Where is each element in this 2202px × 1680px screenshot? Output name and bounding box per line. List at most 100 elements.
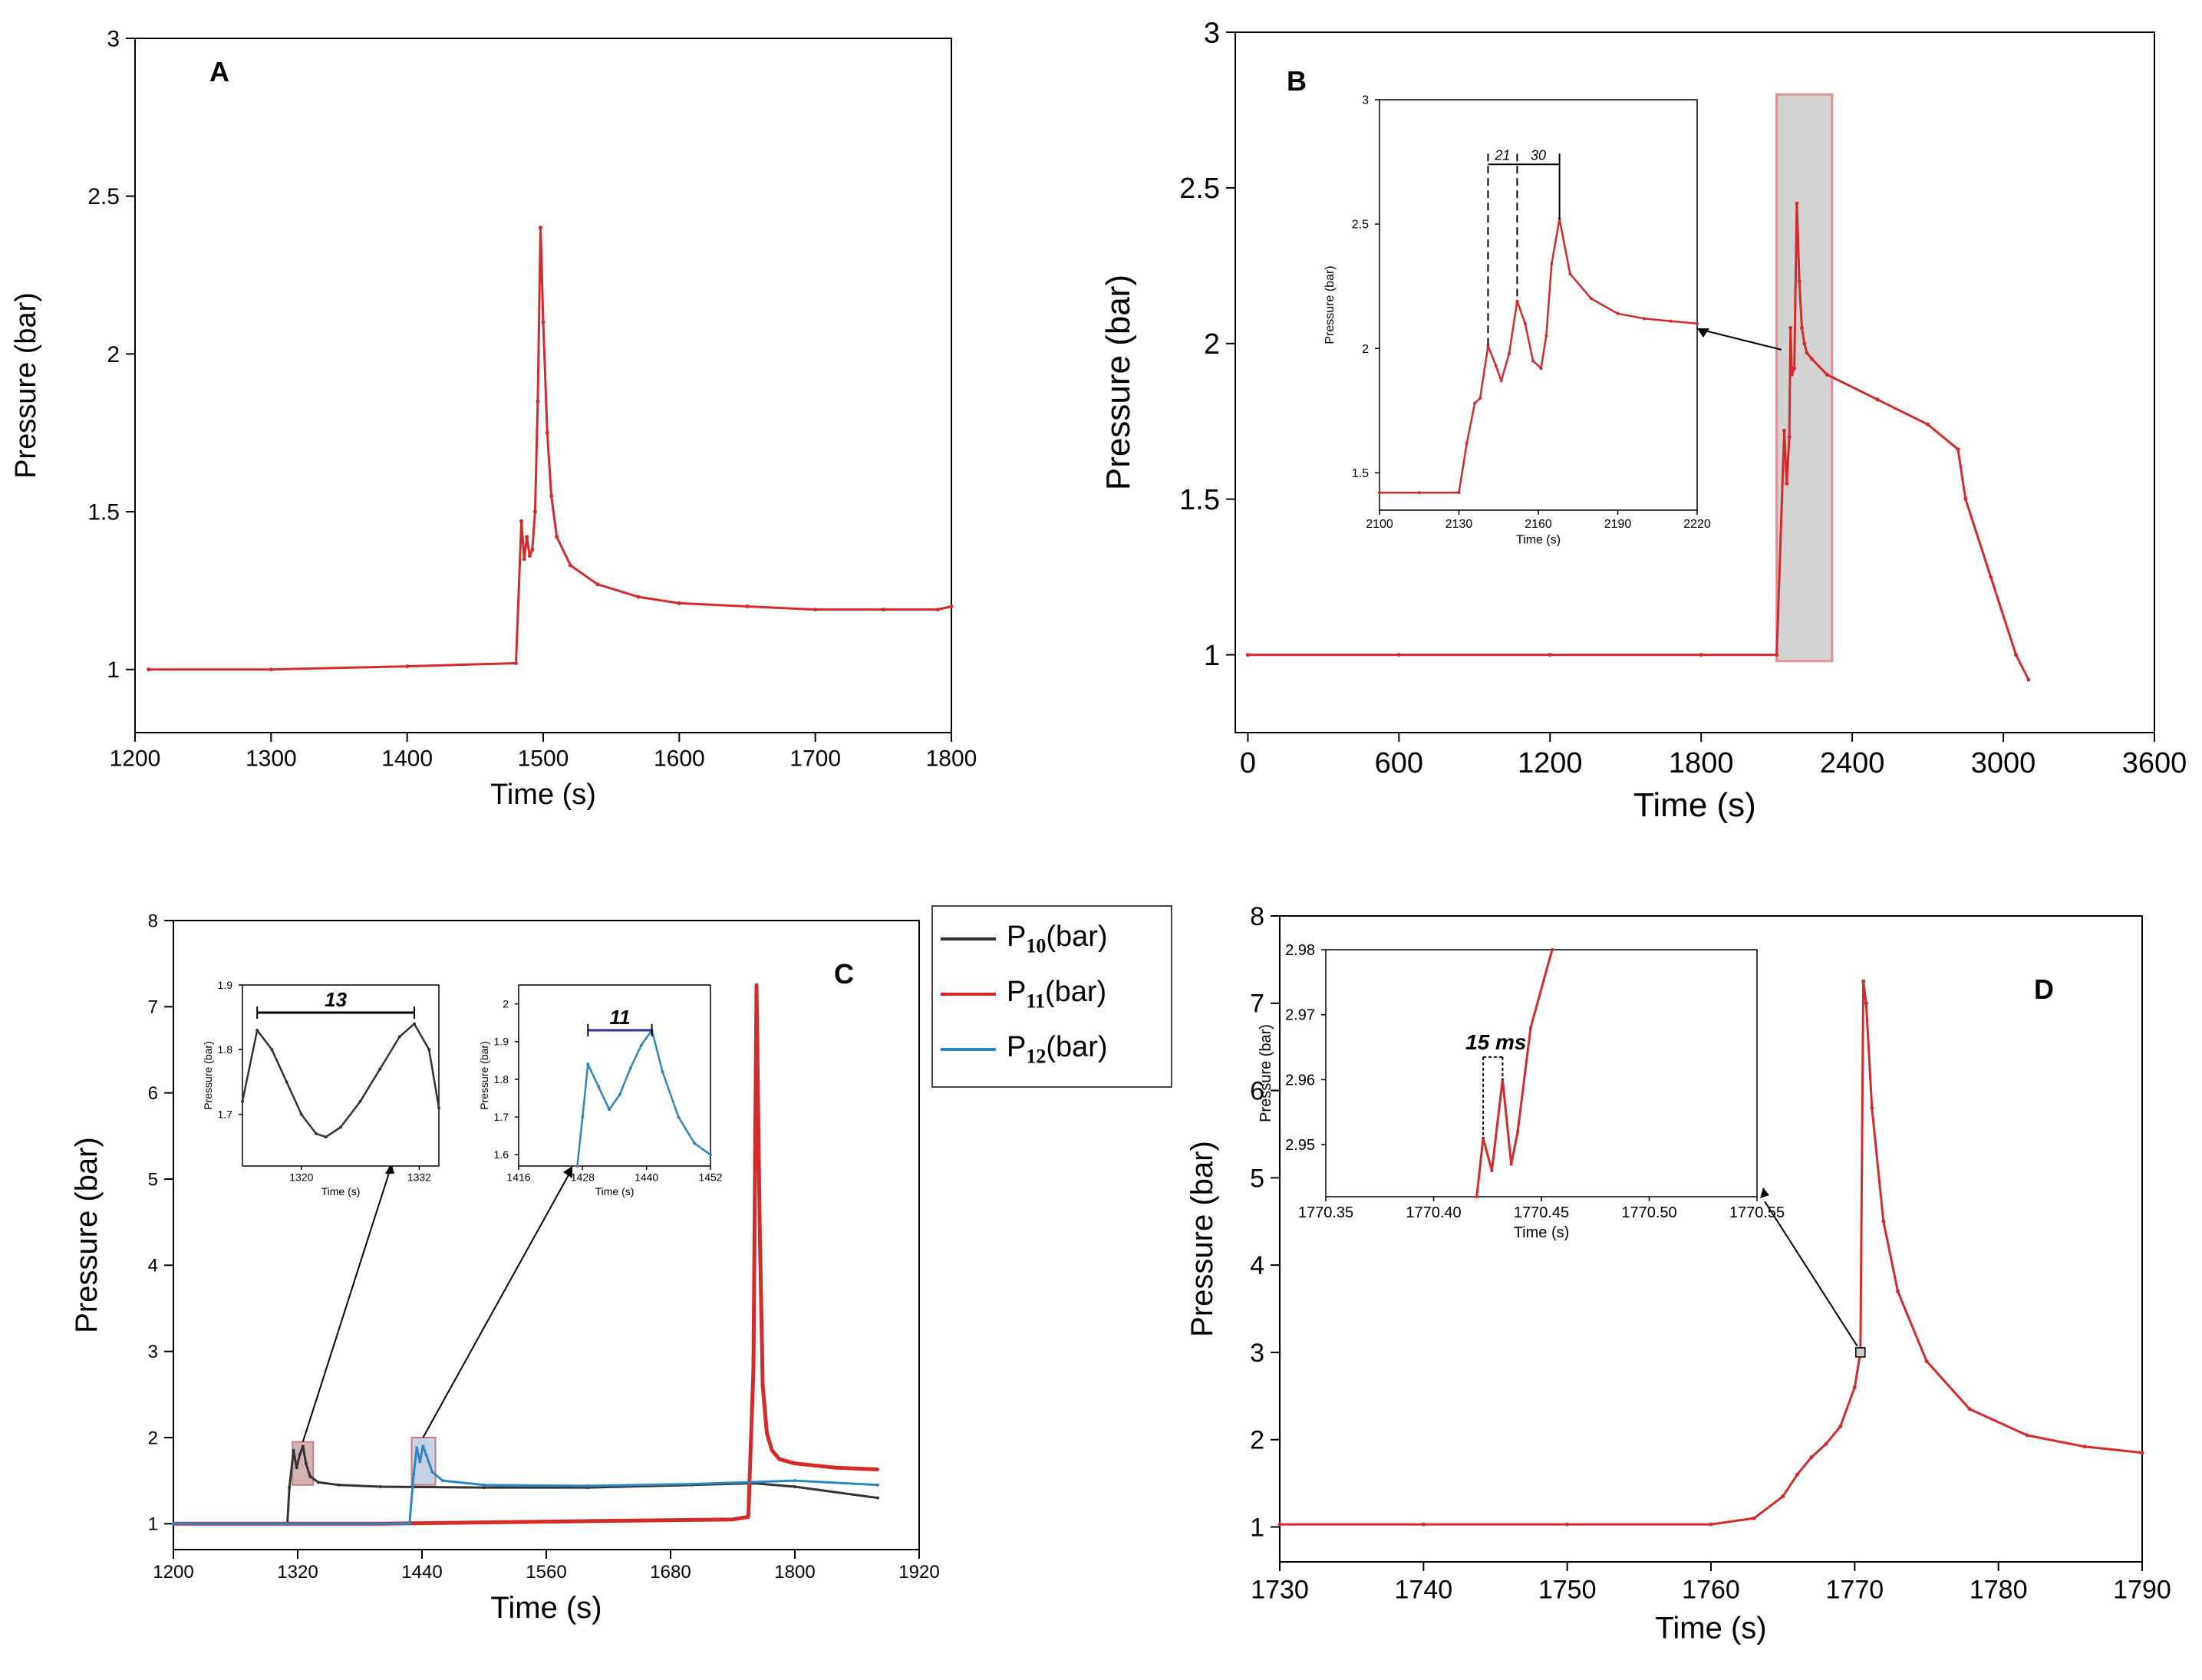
data-point: [761, 1384, 765, 1388]
data-point: [876, 1483, 879, 1487]
data-point: [1800, 326, 1804, 330]
data-point: [586, 1062, 590, 1066]
data-point: [522, 557, 526, 562]
data-point: [530, 547, 535, 552]
data-point: [1508, 351, 1511, 355]
data-point: [636, 595, 641, 599]
panel-label: A: [209, 56, 229, 87]
data-point: [755, 983, 758, 987]
data-point: [1789, 372, 1794, 377]
data-point: [483, 1486, 486, 1490]
x-tick-label: 1770.35: [1298, 1204, 1353, 1221]
y-tick-label: 2.95: [1285, 1137, 1315, 1154]
inset-series-line: [1475, 949, 1554, 1197]
legend-label-main: P: [1007, 920, 1027, 953]
y-tick-label: 2.97: [1285, 1007, 1315, 1024]
data-point: [1277, 1522, 1282, 1527]
data-point: [1752, 1516, 1756, 1520]
x-tick-label: 1750: [1538, 1576, 1597, 1605]
x-tick-label: 1440: [635, 1171, 658, 1184]
plot-frame: [134, 38, 952, 733]
data-point: [308, 1474, 312, 1478]
x-tick-label: 1760: [1682, 1576, 1740, 1605]
legend-item-p11: P11(bar): [941, 971, 1106, 1017]
data-point: [1810, 357, 1815, 361]
data-point: [693, 1141, 697, 1145]
data-point: [1669, 319, 1673, 323]
data-point: [1509, 1162, 1513, 1166]
data-point: [1956, 447, 1960, 452]
data-point: [1548, 653, 1552, 657]
data-point: [532, 509, 537, 514]
data-point: [299, 1112, 303, 1116]
y-tick-label: 2: [1250, 1426, 1264, 1455]
data-point: [412, 1472, 416, 1476]
x-tick-label: 1770.55: [1729, 1204, 1785, 1221]
data-point: [586, 1484, 589, 1487]
x-axis-label: Time (s): [1655, 1612, 1766, 1645]
highlight-box: [1775, 93, 1834, 663]
y-tick-label: 1.5: [1179, 484, 1220, 516]
x-tick-label: 2100: [1366, 518, 1393, 531]
data-point: [731, 1517, 734, 1521]
legend-label-suffix: (bar): [1044, 975, 1107, 1008]
data-point: [1838, 1425, 1843, 1429]
data-point: [241, 1099, 244, 1103]
data-point: [1875, 397, 1880, 402]
data-point: [1926, 422, 1930, 427]
x-tick-label: 1700: [789, 746, 841, 772]
x-tick-label: 1400: [381, 746, 433, 772]
inset-c-2: 1416 1428 1440 1452 1.6 1.7 1.8 1.9 2 Time (s) Pre…: [478, 984, 723, 1197]
data-point: [1924, 1359, 1929, 1363]
data-point: [935, 608, 940, 612]
y-tick-label: 2.5: [1179, 173, 1220, 205]
x-tick-label: 1770.45: [1514, 1204, 1569, 1221]
legend-swatch: [941, 993, 996, 996]
data-point: [1805, 351, 1809, 355]
data-point: [1550, 262, 1554, 265]
y-tick-label: 2.98: [1285, 942, 1315, 959]
x-tick-label: 1790: [2113, 1576, 2171, 1605]
x-axis-label: Time (s): [490, 779, 596, 811]
data-point: [519, 519, 524, 523]
legend-label-main: P: [1007, 1030, 1027, 1063]
x-tick-label: 1800: [774, 1562, 815, 1583]
data-point: [1792, 366, 1797, 371]
y-axis-label: Pressure (bar): [202, 1041, 214, 1109]
data-point: [1457, 491, 1461, 495]
plot-frame: [1379, 99, 1698, 511]
plot-frame: [518, 984, 711, 1167]
x-tick-label: 1920: [898, 1562, 939, 1583]
data-point: [949, 604, 954, 608]
data-point: [304, 1461, 308, 1465]
data-point: [1473, 401, 1477, 405]
y-tick-label: 2: [1362, 343, 1369, 356]
x-tick-label: 1416: [506, 1171, 530, 1184]
data-point: [1788, 326, 1793, 330]
data-point: [1781, 1494, 1785, 1499]
x-tick-label: 2160: [1525, 518, 1552, 531]
inset-arrow-head: [563, 1166, 572, 1178]
data-point: [677, 601, 681, 605]
y-axis-label: Pressure (bar): [1258, 1024, 1274, 1122]
y-tick-label: 1: [148, 1514, 158, 1535]
legend-swatch: [941, 937, 996, 940]
data-point: [397, 1035, 401, 1039]
series-line: [1280, 980, 2143, 1526]
data-point: [793, 1485, 796, 1488]
data-point: [793, 1479, 796, 1483]
x-axis-label: Time (s): [595, 1185, 635, 1197]
data-point: [1544, 334, 1548, 338]
y-tick-label: 1.9: [218, 979, 233, 991]
data-point: [1396, 653, 1401, 657]
data-point: [690, 1482, 693, 1486]
y-tick-label: 2: [107, 342, 120, 367]
data-point: [339, 1125, 342, 1129]
data-point: [147, 667, 151, 672]
x-tick-label: 3600: [2122, 747, 2187, 779]
y-axis-label: Pressure (bar): [1099, 275, 1137, 490]
x-tick-label: 2130: [1445, 518, 1473, 531]
y-tick-label: 7: [148, 997, 158, 1018]
zoom-marker: [1855, 1347, 1866, 1358]
data-point: [298, 1453, 302, 1457]
